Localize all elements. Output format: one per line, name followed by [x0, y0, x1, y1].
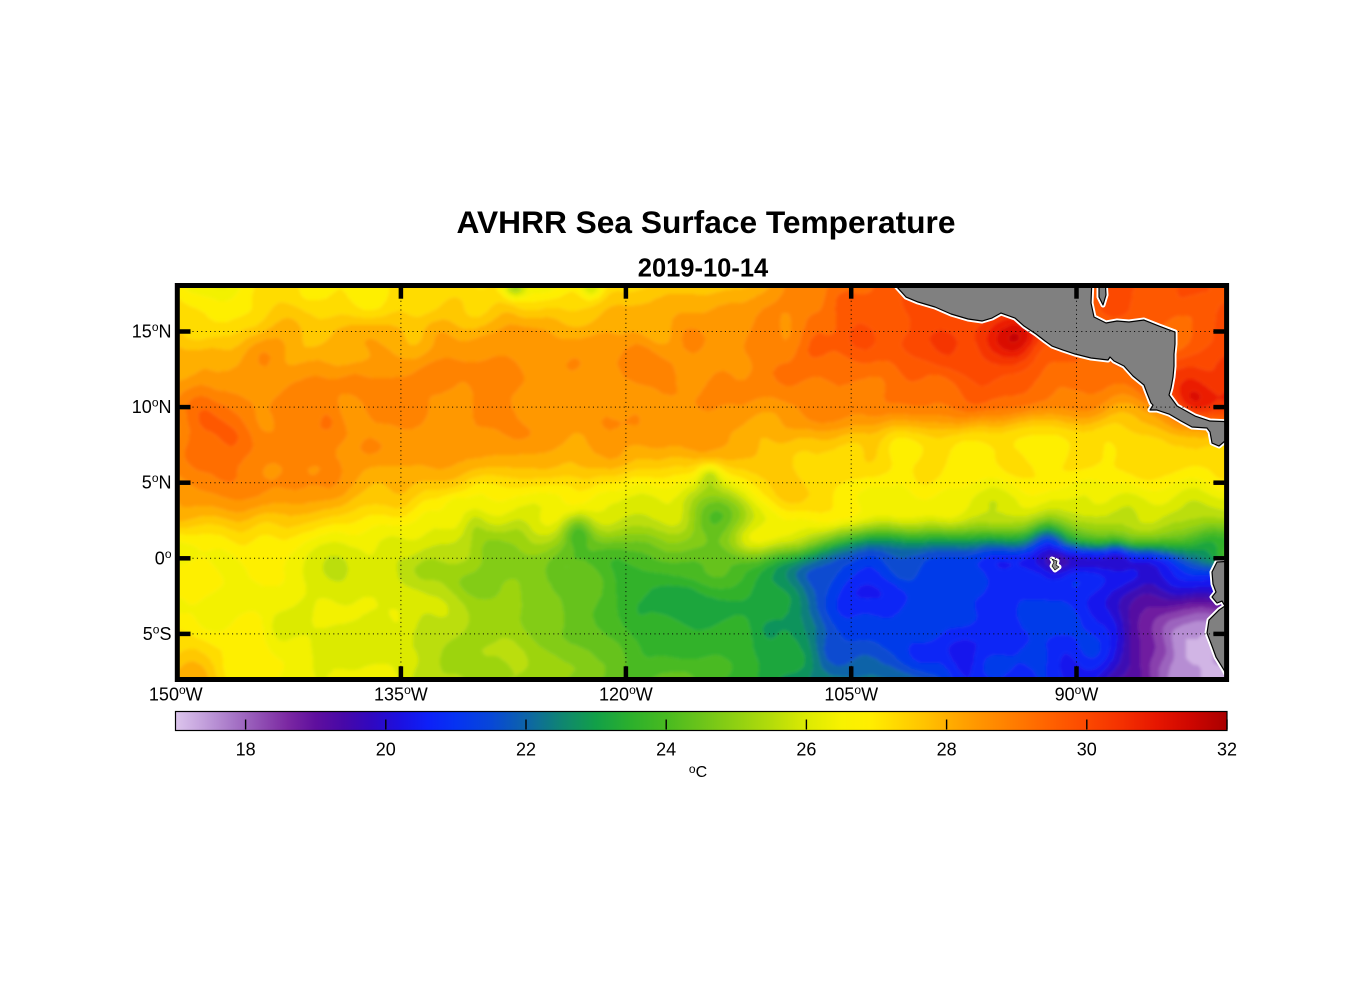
- svg-text:135oW: 135oW: [374, 683, 428, 705]
- svg-text:150oW: 150oW: [149, 683, 203, 705]
- svg-text:20: 20: [376, 740, 396, 760]
- svg-text:10oN: 10oN: [132, 396, 172, 418]
- svg-text:0o: 0o: [155, 547, 172, 569]
- svg-text:24: 24: [656, 740, 676, 760]
- svg-text:15oN: 15oN: [132, 320, 172, 342]
- svg-text:AVHRR Sea Surface Temperature: AVHRR Sea Surface Temperature: [457, 204, 956, 240]
- svg-text:105oW: 105oW: [824, 683, 878, 705]
- svg-text:32: 32: [1217, 740, 1237, 760]
- svg-text:5oN: 5oN: [142, 471, 172, 493]
- svg-text:30: 30: [1077, 740, 1097, 760]
- svg-text:120oW: 120oW: [599, 683, 653, 705]
- svg-text:18: 18: [236, 740, 256, 760]
- svg-text:oC: oC: [689, 762, 707, 781]
- svg-text:5oS: 5oS: [143, 622, 172, 644]
- svg-text:28: 28: [937, 740, 957, 760]
- svg-text:90oW: 90oW: [1055, 683, 1099, 705]
- svg-text:26: 26: [796, 740, 816, 760]
- svg-text:2019-10-14: 2019-10-14: [638, 255, 769, 283]
- svg-text:22: 22: [516, 740, 536, 760]
